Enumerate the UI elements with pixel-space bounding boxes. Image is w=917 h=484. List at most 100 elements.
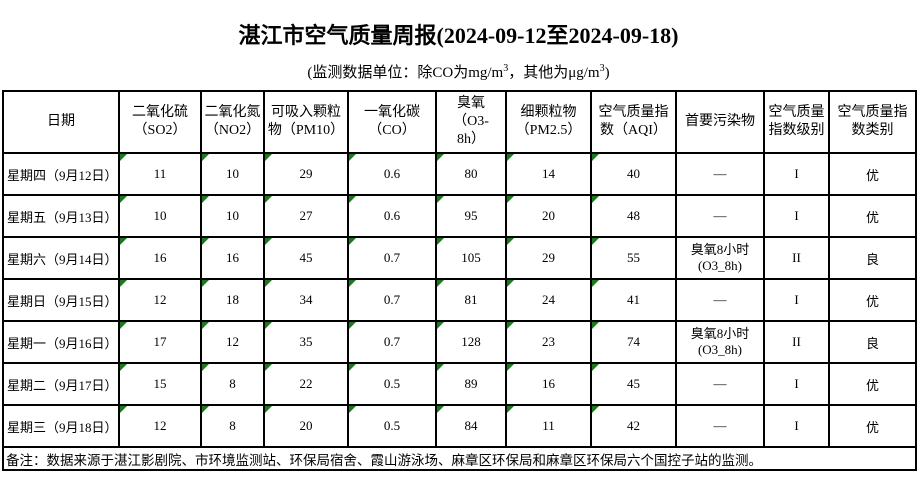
cell-aqi-level: I	[763, 152, 830, 196]
cell-pm10: 35	[263, 320, 349, 364]
cell-aqi-level: II	[763, 320, 830, 364]
cell-co: 0.5	[347, 362, 437, 406]
cell-pm10: 20	[263, 404, 349, 448]
cell-aqi: 42	[590, 404, 677, 448]
row-date: 星期四（9月12日）	[2, 152, 120, 196]
cell-aqi: 55	[590, 236, 677, 280]
table-row: 星期一（9月16日） 17 12 35 0.7 128 23 74 臭氧8小时 …	[2, 320, 917, 364]
col-header-no2: 二氧化氮 （NO2）	[200, 90, 265, 154]
cell-o3: 81	[435, 278, 507, 322]
cell-pm10: 27	[263, 194, 349, 238]
cell-primary-pollutant: —	[675, 278, 765, 322]
cell-primary-pollutant: 臭氧8小时 (O3_8h)	[675, 236, 765, 280]
cell-aqi-category: 良	[828, 236, 917, 280]
cell-aqi-level: I	[763, 278, 830, 322]
table-row: 星期六（9月14日） 16 16 45 0.7 105 29 55 臭氧8小时 …	[2, 236, 917, 280]
cell-so2: 17	[118, 320, 202, 364]
row-date: 星期二（9月17日）	[2, 362, 120, 406]
cell-so2: 12	[118, 404, 202, 448]
cell-pm25: 20	[505, 194, 592, 238]
cell-no2: 12	[200, 320, 265, 364]
cell-so2: 11	[118, 152, 202, 196]
cell-no2: 8	[200, 404, 265, 448]
cell-so2: 16	[118, 236, 202, 280]
col-header-date: 日期	[2, 90, 120, 154]
page: { "page": { "title": "湛江市空气质量周报(2024-09-…	[0, 23, 917, 484]
cell-so2: 10	[118, 194, 202, 238]
cell-aqi-category: 优	[828, 404, 917, 448]
cell-aqi: 45	[590, 362, 677, 406]
table-row: 星期四（9月12日） 11 10 29 0.6 80 14 40 — I 优	[2, 152, 917, 196]
cell-co: 0.7	[347, 236, 437, 280]
cell-co: 0.7	[347, 278, 437, 322]
cell-o3: 89	[435, 362, 507, 406]
cell-aqi-category: 良	[828, 320, 917, 364]
cell-aqi: 41	[590, 278, 677, 322]
cell-pm25: 11	[505, 404, 592, 448]
table-row: 星期五（9月13日） 10 10 27 0.6 95 20 48 — I 优	[2, 194, 917, 238]
cell-primary-pollutant: 臭氧8小时 (O3_8h)	[675, 320, 765, 364]
col-header-primary-pollutant: 首要污染物	[675, 90, 765, 154]
col-header-aqi-category: 空气质量指 数类别	[828, 90, 917, 154]
unit-note-sup1: 3	[503, 63, 509, 74]
air-quality-table: 日期 二氧化硫 （SO2） 二氧化氮 （NO2） 可吸入颗粒 物（PM10） 一…	[2, 90, 917, 471]
col-header-aqi-level: 空气质量 指数级别	[763, 90, 830, 154]
cell-so2: 15	[118, 362, 202, 406]
col-header-so2: 二氧化硫 （SO2）	[118, 90, 202, 154]
cell-aqi-level: I	[763, 362, 830, 406]
row-date: 星期三（9月18日）	[2, 404, 120, 448]
cell-primary-pollutant: —	[675, 404, 765, 448]
cell-co: 0.5	[347, 404, 437, 448]
cell-aqi-category: 优	[828, 362, 917, 406]
cell-no2: 10	[200, 152, 265, 196]
cell-o3: 128	[435, 320, 507, 364]
col-header-pm25: 细颗粒物 （PM2.5）	[505, 90, 592, 154]
cell-o3: 105	[435, 236, 507, 280]
unit-note-part3: )	[604, 65, 610, 81]
row-date: 星期一（9月16日）	[2, 320, 120, 364]
cell-no2: 18	[200, 278, 265, 322]
cell-pm25: 16	[505, 362, 592, 406]
cell-pm25: 14	[505, 152, 592, 196]
col-header-aqi: 空气质量指 数（AQI）	[590, 90, 677, 154]
unit-note-sup2: 3	[599, 63, 605, 74]
cell-aqi-level: I	[763, 404, 830, 448]
cell-pm10: 29	[263, 152, 349, 196]
cell-no2: 8	[200, 362, 265, 406]
cell-aqi-category: 优	[828, 278, 917, 322]
page-title: 湛江市空气质量周报(2024-09-12至2024-09-18)	[238, 23, 679, 48]
col-header-pm10: 可吸入颗粒 物（PM10）	[263, 90, 349, 154]
cell-o3: 84	[435, 404, 507, 448]
cell-o3: 80	[435, 152, 507, 196]
cell-co: 0.6	[347, 194, 437, 238]
cell-o3: 95	[435, 194, 507, 238]
row-date: 星期五（9月13日）	[2, 194, 120, 238]
cell-primary-pollutant: —	[675, 362, 765, 406]
cell-no2: 16	[200, 236, 265, 280]
cell-aqi: 74	[590, 320, 677, 364]
cell-aqi-category: 优	[828, 194, 917, 238]
cell-aqi-level: I	[763, 194, 830, 238]
table-row: 星期二（9月17日） 15 8 22 0.5 89 16 45 — I 优	[2, 362, 917, 406]
cell-aqi-level: II	[763, 236, 830, 280]
cell-primary-pollutant: —	[675, 194, 765, 238]
table-row: 星期三（9月18日） 12 8 20 0.5 84 11 42 — I 优	[2, 404, 917, 448]
cell-pm10: 34	[263, 278, 349, 322]
cell-no2: 10	[200, 194, 265, 238]
cell-aqi-category: 优	[828, 152, 917, 196]
row-date: 星期日（9月15日）	[2, 278, 120, 322]
cell-co: 0.7	[347, 320, 437, 364]
footnote-row: 备注：数据来源于湛江影剧院、市环境监测站、环保局宿舍、霞山游泳场、麻章区环保局和…	[2, 446, 917, 471]
cell-aqi: 40	[590, 152, 677, 196]
cell-co: 0.6	[347, 152, 437, 196]
header-row: 日期 二氧化硫 （SO2） 二氧化氮 （NO2） 可吸入颗粒 物（PM10） 一…	[2, 90, 917, 154]
table-row: 星期日（9月15日） 12 18 34 0.7 81 24 41 — I 优	[2, 278, 917, 322]
cell-aqi: 48	[590, 194, 677, 238]
unit-note-part2: ，其他为μg/m	[508, 65, 600, 81]
cell-pm10: 45	[263, 236, 349, 280]
footnote: 备注：数据来源于湛江影剧院、市环境监测站、环保局宿舍、霞山游泳场、麻章区环保局和…	[2, 446, 917, 471]
col-header-o3: 臭氧 （O3- 8h）	[435, 90, 507, 154]
cell-so2: 12	[118, 278, 202, 322]
cell-primary-pollutant: —	[675, 152, 765, 196]
unit-note-part1: (监测数据单位：除CO为mg/m	[307, 65, 504, 81]
